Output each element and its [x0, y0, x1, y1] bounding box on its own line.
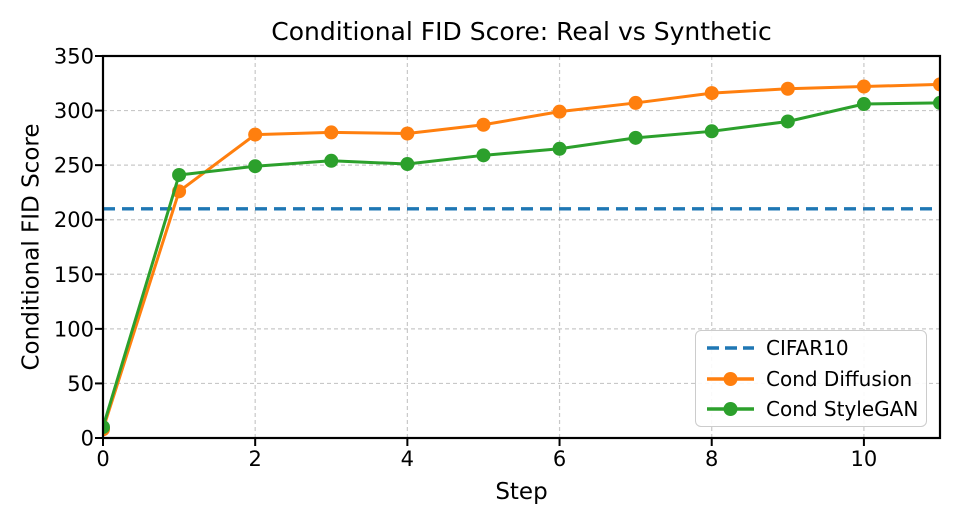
y-tick-label: 50: [67, 372, 94, 396]
data-point-marker: [780, 81, 795, 96]
data-point-marker: [324, 153, 339, 168]
data-point-marker: [248, 159, 263, 174]
data-point-marker: [856, 97, 871, 112]
data-point-marker: [628, 95, 643, 110]
legend-item-cond-stylegan: Cond StyleGAN: [704, 395, 920, 424]
data-point-marker: [552, 104, 567, 119]
line-marker-swatch-icon: [707, 402, 754, 416]
y-tick-label: 350: [54, 45, 94, 69]
y-tick-label: 150: [54, 263, 94, 287]
data-point-marker: [704, 86, 719, 101]
legend-label: Cond StyleGAN: [766, 397, 919, 421]
y-tick-label: 200: [54, 208, 94, 232]
dashed-line-swatch-icon: [707, 346, 754, 350]
x-tick-label: 6: [553, 447, 566, 471]
y-tick-label: 100: [54, 317, 94, 341]
x-tick-label: 10: [851, 447, 878, 471]
y-tick-label: 250: [54, 154, 94, 178]
data-point-marker: [248, 127, 263, 142]
x-axis-label: Step: [495, 479, 548, 505]
data-point-marker: [400, 157, 415, 172]
plot-border: [101, 54, 942, 440]
x-tick-label: 4: [401, 447, 414, 471]
data-point-marker: [856, 79, 871, 94]
y-axis-label: Conditional FID Score: [18, 123, 45, 371]
x-tick-label: 8: [705, 447, 718, 471]
legend-label: Cond Diffusion: [766, 366, 913, 391]
line-marker-swatch-icon: [707, 371, 754, 386]
data-point-marker: [476, 148, 491, 163]
legend-item-cond-diffusion: Cond Diffusion: [704, 364, 920, 393]
series-cond-diffusion: [103, 77, 941, 437]
legend-label: CIFAR10: [766, 336, 849, 360]
data-point-marker: [552, 141, 567, 156]
y-tick-label: 300: [54, 99, 94, 123]
data-point-marker: [103, 420, 110, 435]
data-point-marker: [628, 130, 643, 145]
legend-item-cifar10: CIFAR10: [704, 334, 920, 363]
x-tick-label: 2: [248, 447, 261, 471]
x-tick-label: 0: [96, 447, 109, 471]
y-tick-label: 0: [81, 427, 94, 451]
data-point-marker: [172, 167, 187, 182]
data-point-marker: [400, 126, 415, 141]
series-line: [103, 82, 941, 430]
legend: CIFAR10 Cond Diffusion Cond StyleGAN: [695, 330, 927, 427]
tick-marks: [95, 55, 865, 446]
data-point-marker: [476, 117, 491, 132]
series-line: [103, 101, 941, 428]
data-point-marker: [704, 124, 719, 139]
data-point-marker: [324, 125, 339, 140]
data-point-marker: [780, 114, 795, 129]
chart-title: Conditional FID Score: Real vs Synthetic: [271, 17, 772, 46]
